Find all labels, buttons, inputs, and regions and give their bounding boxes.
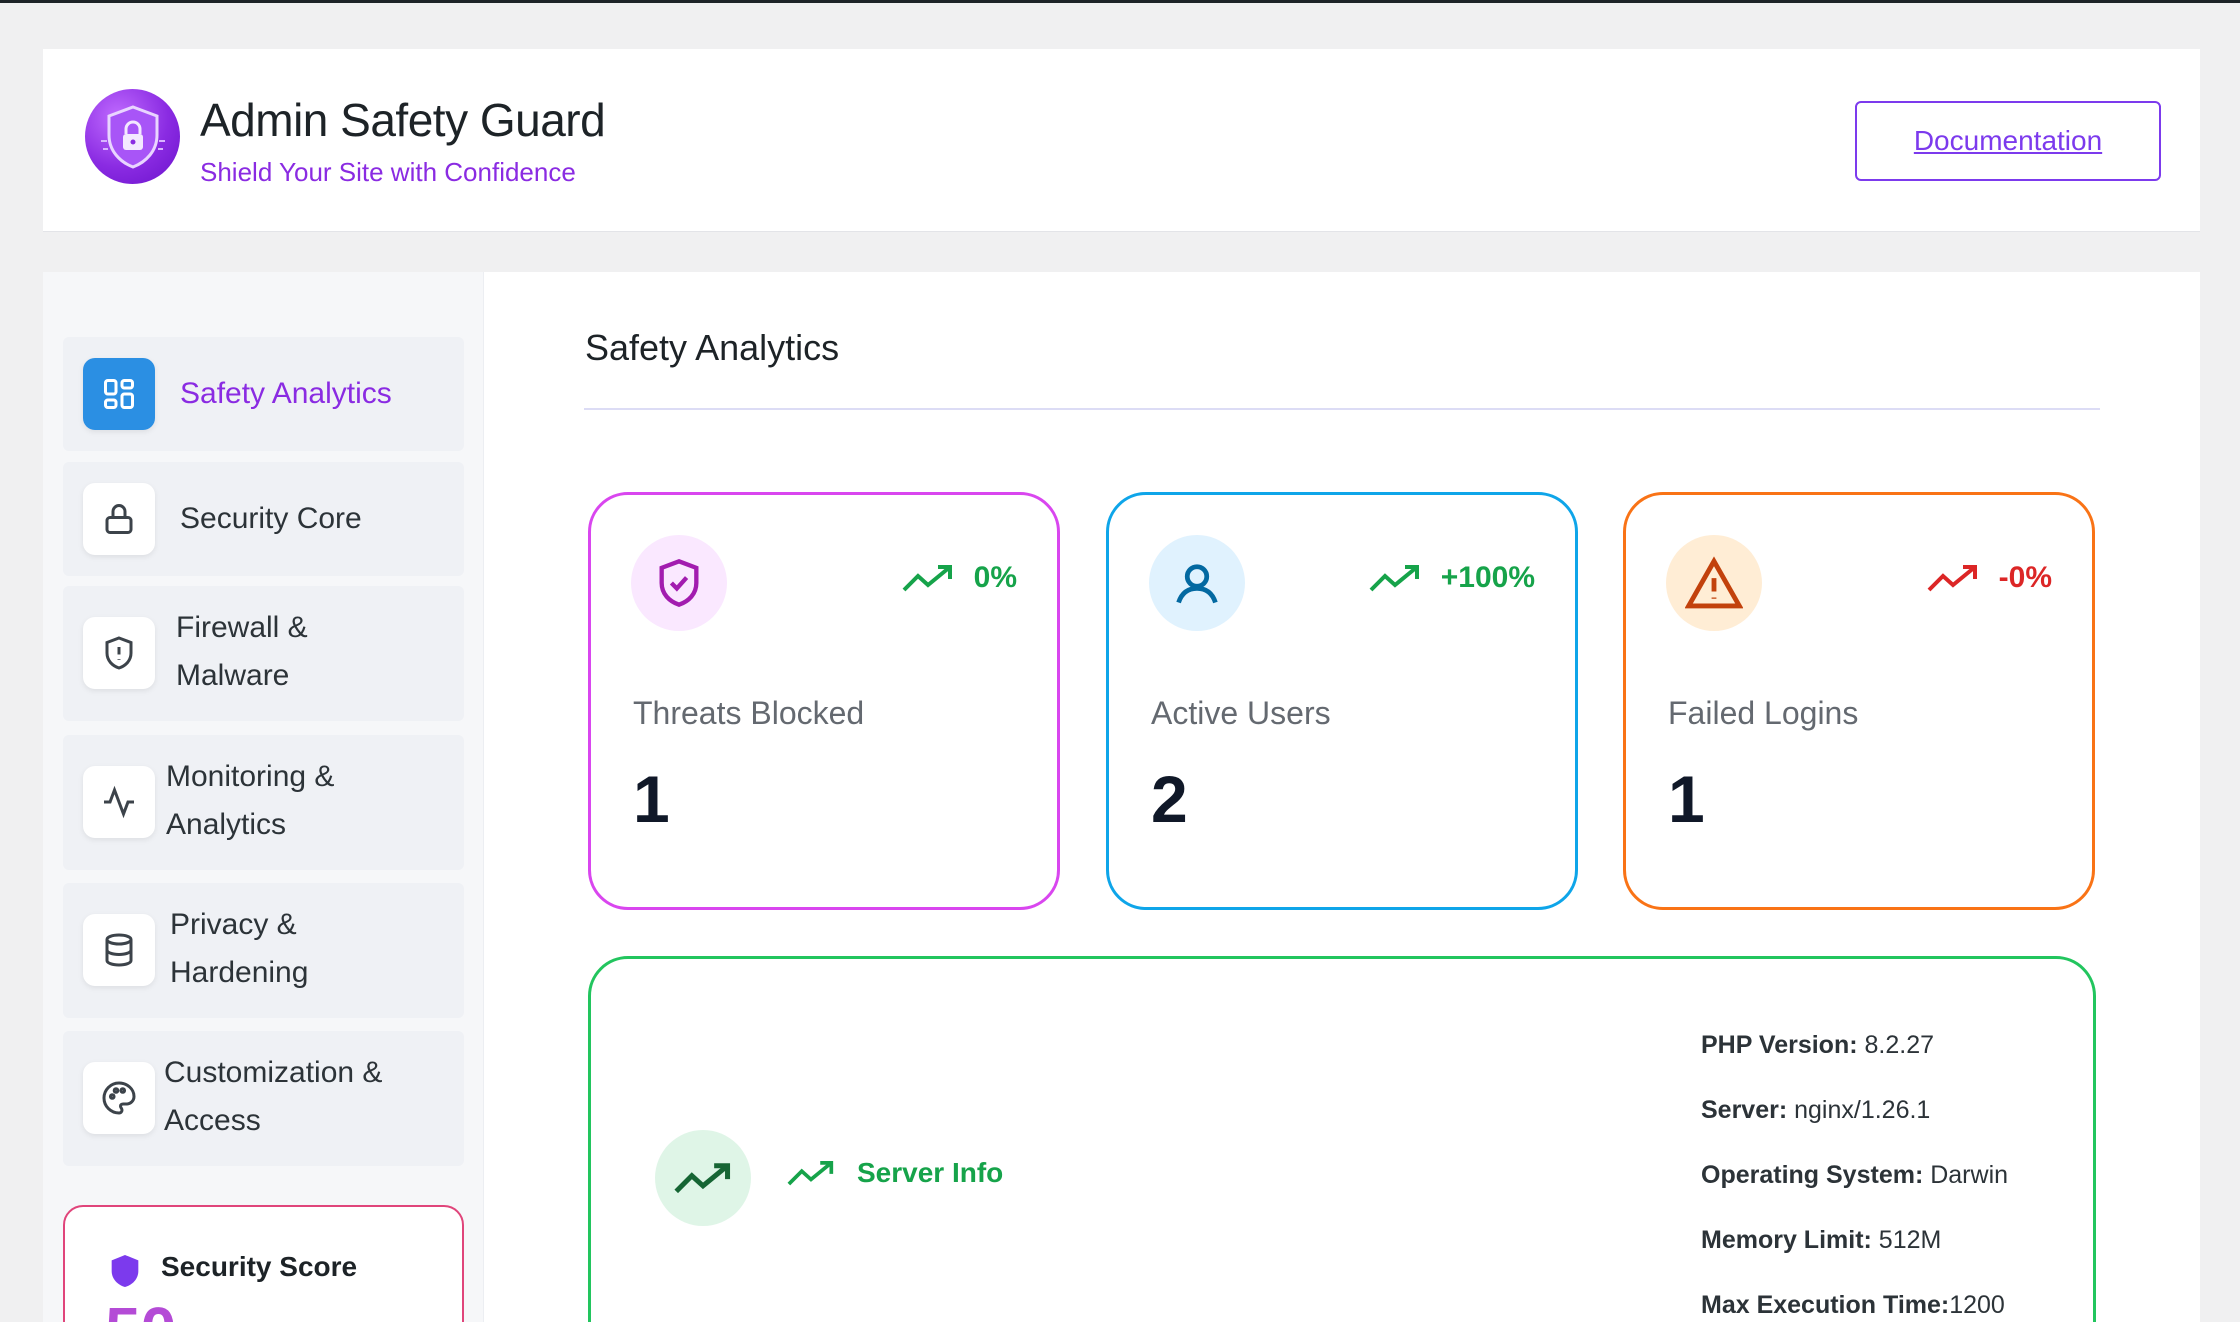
documentation-button[interactable]: Documentation [1855, 101, 2161, 181]
stat-value: 2 [1151, 762, 1188, 836]
trend-up-icon [1369, 565, 1419, 592]
title-divider [584, 408, 2100, 410]
sidebar-item-label: Customization & Access [164, 1049, 382, 1145]
documentation-button-label: Documentation [1913, 125, 2103, 156]
info-key: Operating System: [1701, 1161, 1924, 1189]
shield-lock-icon [101, 105, 165, 169]
lock-icon [83, 483, 155, 555]
server-info-list: PHP Version: 8.2.27 Server: nginx/1.26.1… [1701, 1031, 2008, 1322]
stat-label: Active Users [1151, 695, 1331, 731]
info-value: 8.2.27 [1857, 1031, 1934, 1059]
sidebar-item-label: Firewall & Malware [176, 604, 308, 700]
server-info-title: Server Info [857, 1157, 1004, 1188]
dashboard-grid-icon [83, 358, 155, 430]
stat-card-active-users: +100% Active Users 2 [1106, 492, 1578, 910]
info-value: 1200 [1949, 1291, 2005, 1319]
trend-value: -0% [1998, 561, 2052, 594]
stat-label: Failed Logins [1668, 695, 1859, 731]
sidebar-item-firewall-malware[interactable]: Firewall & Malware [63, 586, 464, 721]
info-value: 512M [1871, 1226, 1942, 1254]
shield-icon [111, 1255, 139, 1287]
sidebar-item-security-core[interactable]: Security Core [63, 462, 464, 576]
info-key: Server: [1701, 1096, 1788, 1124]
sidebar-item-label-line2: Analytics [166, 808, 287, 841]
stat-card-threats-blocked: 0% Threats Blocked 1 [588, 492, 1060, 910]
sidebar: Safety Analytics Security Core Firewall … [43, 272, 484, 1322]
info-value: nginx/1.26.1 [1787, 1096, 1931, 1124]
app-logo [85, 89, 180, 184]
server-info-row: Max Execution Time:1200 [1701, 1291, 2008, 1322]
info-value: Darwin [1923, 1161, 2009, 1189]
sidebar-item-privacy-hardening[interactable]: Privacy & Hardening [63, 883, 464, 1018]
sidebar-item-label-line2: Access [164, 1104, 261, 1137]
stat-value: 1 [633, 762, 670, 836]
trend-up-icon [655, 1130, 751, 1226]
sidebar-item-customization-access[interactable]: Customization & Access [63, 1031, 464, 1166]
server-info-row: PHP Version: 8.2.27 [1701, 1031, 2008, 1096]
sidebar-item-label-line1: Privacy & [170, 908, 297, 941]
server-info-heading: Server Info [787, 1157, 1003, 1189]
stat-label: Threats Blocked [633, 695, 865, 731]
server-info-row: Memory Limit: 512M [1701, 1226, 2008, 1291]
trend-up-icon [787, 1161, 834, 1186]
security-score-value: 50 [105, 1293, 176, 1322]
page-title: Safety Analytics [585, 327, 840, 368]
trend-indicator: -0% [1927, 561, 2052, 595]
sidebar-item-label-line2: Malware [176, 659, 290, 692]
app-header: Admin Safety Guard Shield Your Site with… [43, 49, 2200, 232]
stat-value: 1 [1668, 762, 1705, 836]
sidebar-item-label: Security Core [180, 502, 362, 535]
app-subtitle: Shield Your Site with Confidence [200, 157, 576, 187]
sidebar-item-label: Privacy & Hardening [170, 901, 308, 997]
user-icon [1149, 535, 1245, 631]
trend-indicator: +100% [1369, 561, 1535, 595]
sidebar-item-safety-analytics[interactable]: Safety Analytics [63, 337, 464, 451]
trend-indicator: 0% [902, 561, 1017, 595]
sidebar-item-label: Monitoring & Analytics [166, 753, 334, 849]
sidebar-item-label-line1: Firewall & [176, 611, 308, 644]
server-info-row: Server: nginx/1.26.1 [1701, 1096, 2008, 1161]
info-key: PHP Version: [1701, 1031, 1858, 1059]
shield-check-icon [631, 535, 727, 631]
security-score-card: Security Score 50 [63, 1205, 464, 1322]
palette-icon [83, 1062, 155, 1134]
info-key: Max Execution Time: [1701, 1291, 1950, 1319]
app-title: Admin Safety Guard [200, 94, 606, 146]
sidebar-item-label-line1: Customization & [164, 1056, 383, 1089]
shield-alert-icon [83, 617, 155, 689]
trend-value: 0% [973, 561, 1017, 594]
window-top-border [0, 0, 2240, 3]
info-key: Memory Limit: [1701, 1226, 1872, 1254]
trend-down-icon [1927, 565, 1977, 592]
warning-triangle-icon [1666, 535, 1762, 631]
stat-card-failed-logins: -0% Failed Logins 1 [1623, 492, 2095, 910]
sidebar-item-monitoring-analytics[interactable]: Monitoring & Analytics [63, 735, 464, 870]
main-panel: Safety Analytics Security Core Firewall … [43, 272, 2200, 1322]
sidebar-item-label-line2: Hardening [170, 956, 309, 989]
trend-value: +100% [1440, 561, 1535, 594]
trend-up-icon [902, 565, 952, 592]
activity-icon [83, 766, 155, 838]
server-info-card: Server Info PHP Version: 8.2.27 Server: … [588, 956, 2096, 1322]
security-score-label: Security Score [161, 1251, 358, 1282]
database-icon [83, 914, 155, 986]
sidebar-item-label-line1: Monitoring & [166, 760, 335, 793]
sidebar-item-label: Safety Analytics [180, 377, 392, 410]
server-info-row: Operating System: Darwin [1701, 1161, 2008, 1226]
